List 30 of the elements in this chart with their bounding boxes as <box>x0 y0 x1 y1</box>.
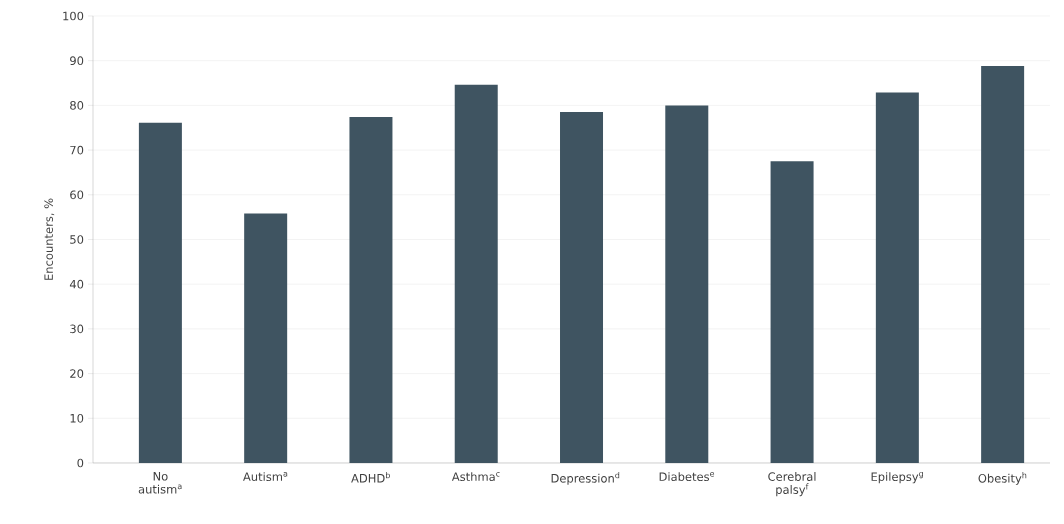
x-tick-label: No autism$^{a}$ <box>138 472 182 494</box>
bar <box>560 112 604 463</box>
x-tick-label: Diabetes$^{e}$ <box>659 472 715 482</box>
y-tick-label: 0 <box>77 458 84 468</box>
bar <box>770 161 814 463</box>
y-tick-label: 50 <box>70 235 84 244</box>
x-tick-label: Autism$^{a}$ <box>243 472 288 482</box>
y-tick-label: 30 <box>70 324 84 334</box>
bar <box>454 84 498 463</box>
y-tick-label: 20 <box>70 369 84 378</box>
y-tick-label: 100 <box>63 11 84 21</box>
y-tick-label: 40 <box>69 279 84 289</box>
x-tick-label: Depression$^{d}$ <box>551 472 620 485</box>
y-axis-title: Encounters, % <box>44 198 55 280</box>
x-tick-label: Asthma$^{c}$ <box>451 472 500 482</box>
bar <box>875 92 919 463</box>
x-tick-label: Obesity$^{h}$ <box>978 472 1027 485</box>
bar <box>349 117 393 463</box>
bar <box>138 122 182 463</box>
bar <box>665 105 709 463</box>
x-tick-label: ADHD$^{b}$ <box>351 472 390 483</box>
x-tick-label: Cerebral palsy$^{f}$ <box>768 472 816 497</box>
y-tick-label: 70 <box>70 145 84 155</box>
bar <box>244 213 288 463</box>
y-tick-label: 60 <box>70 190 84 200</box>
bar <box>981 66 1025 463</box>
y-tick-label: 10 <box>70 413 84 423</box>
y-tick-label: 80 <box>70 101 84 110</box>
y-tick-label: 90 <box>70 56 84 66</box>
x-tick-label: Epilepsy$^{g}$ <box>871 472 923 484</box>
